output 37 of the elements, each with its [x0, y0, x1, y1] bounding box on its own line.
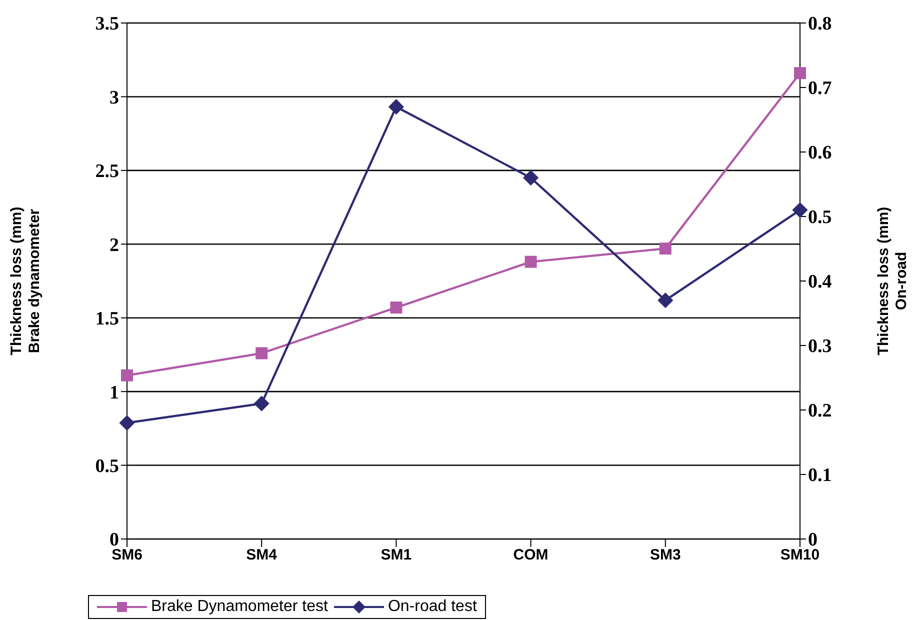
y2-axis-title: Thickness loss (mm) On-road: [875, 206, 910, 356]
y2-tick-label: 0.5: [808, 207, 832, 228]
point: [524, 256, 537, 268]
point: [121, 369, 133, 382]
point: [254, 396, 270, 412]
y2-tick-label: 0.6: [808, 142, 832, 164]
point: [256, 347, 268, 360]
point: [794, 67, 806, 80]
x-tick-label: SM10: [780, 546, 820, 564]
y-tick-label: 2.5: [95, 161, 119, 182]
y2-tick-label: 0.1: [808, 465, 832, 486]
y-axis-title: Thickness loss (mm) Brake dynamometer: [8, 206, 43, 356]
y2-tick-label: 0.4: [808, 272, 832, 293]
y2-tick-label: 0.7: [808, 78, 832, 100]
point: [119, 415, 135, 431]
x-tick-label: SM3: [650, 546, 681, 564]
y-tick-label: 2: [110, 234, 119, 256]
x-tick-label: SM1: [380, 546, 412, 564]
y2-tick-label: 0.2: [808, 400, 832, 422]
y2-tick-label: 0.8: [808, 14, 832, 35]
point: [388, 99, 404, 115]
y-tick-label: 1.5: [95, 308, 119, 330]
legend-label: Brake Dynamometer test: [151, 598, 328, 616]
y-tick-label: 3.5: [95, 14, 119, 35]
y-tick-label: 3: [110, 87, 119, 108]
point: [523, 170, 539, 186]
x-tick-label: COM: [513, 546, 548, 564]
x-tick-label: SM4: [246, 546, 278, 564]
point: [390, 302, 402, 314]
point: [658, 292, 674, 308]
x-tick-label: SM6: [112, 546, 142, 564]
legend-label: On-road test: [388, 598, 477, 616]
y-tick-label: 1: [110, 382, 119, 404]
y2-tick-label: 0.3: [808, 336, 832, 358]
point: [659, 242, 672, 255]
y-tick-label: 0.5: [95, 456, 119, 478]
point: [792, 202, 808, 218]
